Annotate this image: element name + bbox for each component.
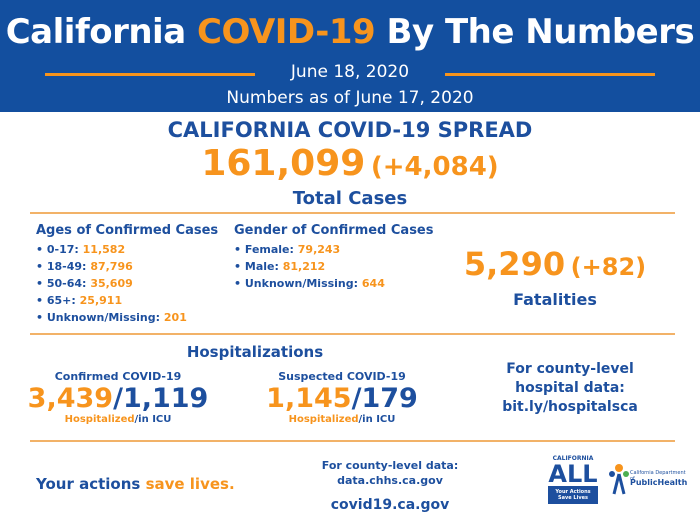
gender-title: Gender of Confirmed Cases: [234, 223, 434, 238]
as-of: Numbers as of June 17, 2020: [226, 88, 474, 108]
item-value: 644: [361, 277, 385, 290]
site[interactable]: covid19.ca.gov: [330, 497, 450, 513]
data-label: For county-level data:: [321, 459, 459, 472]
date: June 18, 2020: [290, 62, 410, 82]
item-value: 11,582: [82, 243, 126, 256]
logo-icon: [609, 464, 629, 495]
confirmed: Confirmed COVID-19 3,439/1,119 Hospitali…: [18, 370, 218, 425]
section-title: CALIFORNIA COVID-19 SPREAD: [167, 118, 533, 142]
logo-text: PublicHealth: [630, 478, 688, 487]
list-item: Female: 79,243: [234, 241, 434, 258]
item-label: Female:: [244, 243, 294, 256]
hosp-title: Hospitalizations: [186, 343, 324, 361]
item-value: 81,212: [282, 260, 326, 273]
item-label: 50-64:: [46, 277, 87, 290]
item-label: Male:: [244, 260, 279, 273]
item-label: Unknown/Missing:: [46, 311, 161, 324]
divider: [445, 73, 655, 76]
separator: /: [358, 414, 363, 425]
footer-data: For county-level data: data.chhs.ca.gov: [290, 458, 490, 488]
rule: [30, 440, 675, 442]
list-item: 65+: 25,911: [36, 292, 218, 309]
item-label: 18-49:: [46, 260, 87, 273]
fatalities: 5,290 (+82): [455, 245, 655, 283]
fatalities-total: 5,290: [463, 245, 566, 283]
logo-text: California Department of: [630, 470, 686, 482]
caption: Hospitalized: [64, 414, 135, 425]
rule: [30, 333, 675, 335]
item-value: 201: [163, 311, 187, 324]
county-line: For county-level: [506, 361, 634, 377]
hospitalized: 1,145: [266, 383, 352, 414]
total-label: Total Cases: [292, 188, 408, 209]
list-item: 18-49: 87,796: [36, 258, 218, 275]
item-value: 35,609: [90, 277, 133, 290]
title-highlight: COVID-19: [197, 12, 376, 52]
divider: [45, 73, 255, 76]
item-label: 65+:: [46, 294, 76, 307]
logo-text: Your Actions Save Lives: [548, 486, 598, 504]
title-part: By The Numbers: [386, 12, 695, 52]
hosp-label: Confirmed COVID-19: [54, 370, 182, 383]
title-part: California: [5, 12, 186, 52]
hospitalized: 3,439: [27, 383, 114, 414]
list-item: 0-17: 11,582: [36, 241, 218, 258]
logo-ca-all: CALIFORNIA ALL Your Actions Save Lives: [548, 455, 598, 504]
header-band: [0, 0, 700, 112]
icu: 179: [361, 383, 418, 414]
ages-title: Ages of Confirmed Cases: [36, 223, 219, 238]
logo-text: ALL: [548, 460, 598, 488]
list-item: Male: 81,212: [234, 258, 434, 275]
logo-text: CALIFORNIA: [552, 455, 594, 462]
total-cases: 161,099 (+4,084): [0, 143, 700, 184]
total: 161,099: [201, 143, 366, 184]
caption: Hospitalized: [288, 414, 359, 425]
caption: in ICU: [138, 414, 172, 425]
ages-list: 0-17: 11,58218-49: 87,79650-64: 35,60965…: [36, 241, 218, 326]
separator: /: [134, 414, 139, 425]
item-label: Unknown/Missing:: [244, 277, 359, 290]
icu: 1,119: [122, 383, 209, 414]
actions-text: Your actions: [36, 475, 141, 493]
gender-list: Female: 79,243Male: 81,212Unknown/Missin…: [234, 241, 434, 292]
fatalities-label: Fatalities: [513, 290, 597, 309]
list-item: Unknown/Missing: 644: [234, 275, 434, 292]
suspected: Suspected COVID-19 1,145/179 Hospitalize…: [242, 370, 442, 425]
item-label: 0-17:: [46, 243, 79, 256]
rule: [30, 212, 675, 214]
item-value: 79,243: [297, 243, 341, 256]
list-item: Unknown/Missing: 201: [36, 309, 218, 326]
actions: Your actions save lives.: [36, 475, 235, 493]
actions-highlight: save lives.: [145, 475, 235, 493]
ages: Ages of Confirmed Cases 0-17: 11,58218-4…: [36, 223, 218, 326]
hosp-label: Suspected COVID-19: [278, 370, 406, 383]
county-info: For county-level hospital data: bit.ly/h…: [470, 360, 670, 417]
county-link[interactable]: bit.ly/hospitalsca: [502, 399, 638, 415]
county-line: hospital data:: [515, 380, 625, 396]
title: California COVID-19 By The Numbers: [0, 12, 700, 52]
separator: /: [113, 383, 123, 414]
change: (+4,084): [370, 152, 499, 182]
list-item: 50-64: 35,609: [36, 275, 218, 292]
fatalities-change: (+82): [570, 253, 647, 281]
item-value: 25,911: [79, 294, 123, 307]
gender: Gender of Confirmed Cases Female: 79,243…: [234, 223, 434, 292]
caption: in ICU: [362, 414, 396, 425]
item-value: 87,796: [90, 260, 133, 273]
separator: /: [351, 383, 362, 414]
data-url[interactable]: data.chhs.ca.gov: [337, 474, 443, 487]
